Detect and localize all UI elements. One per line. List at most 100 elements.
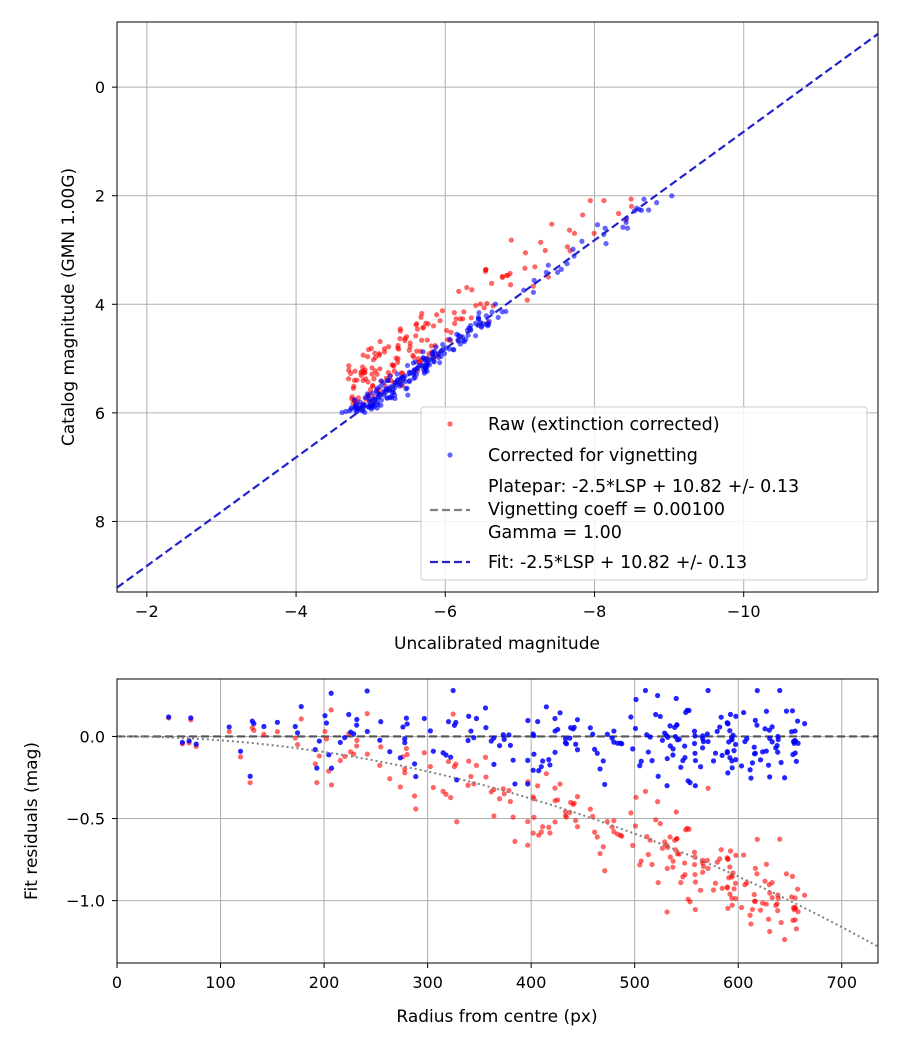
residual-raw-point xyxy=(747,912,753,918)
residual-raw-point xyxy=(552,798,558,804)
raw-point xyxy=(365,354,371,360)
residual-raw-point xyxy=(742,882,748,888)
residual-corrected-point xyxy=(705,687,711,694)
raw-point xyxy=(499,274,506,281)
residual-corrected-point xyxy=(638,758,644,764)
raw-point xyxy=(483,267,489,273)
residual-corrected-point xyxy=(186,738,192,744)
residual-corrected-point xyxy=(792,728,798,734)
residual-raw-point xyxy=(705,865,711,871)
residual-corrected-point xyxy=(789,708,796,714)
residual-corrected-point xyxy=(642,687,649,694)
residual-corrected-point xyxy=(611,728,617,734)
residual-raw-point xyxy=(552,819,558,825)
residual-corrected-point xyxy=(719,752,725,759)
residual-corrected-point xyxy=(468,728,474,734)
corrected-point xyxy=(351,397,358,403)
residual-corrected-point xyxy=(712,750,719,756)
residual-raw-point xyxy=(718,847,724,853)
corrected-point xyxy=(476,316,482,322)
top-ylabel: Catalog magnitude (GMN 1.00G) xyxy=(59,168,79,446)
residual-corrected-point xyxy=(402,736,408,742)
residual-corrected-point xyxy=(730,732,736,738)
residual-corrected-point xyxy=(557,710,563,716)
residual-raw-point xyxy=(397,784,403,790)
raw-point xyxy=(464,284,470,291)
residual-corrected-point xyxy=(294,730,301,736)
top-ticks: −2 −4 −6 −8 −10 0 2 4 6 8 xyxy=(95,78,761,621)
residual-raw-point xyxy=(466,758,472,764)
residual-corrected-point xyxy=(647,734,653,740)
residual-corrected-point xyxy=(632,725,639,732)
residual-corrected-point xyxy=(645,749,651,755)
top-plot-frame xyxy=(116,21,879,593)
residual-raw-point xyxy=(783,871,790,877)
residual-raw-point xyxy=(354,737,360,743)
residual-raw-point xyxy=(752,865,758,871)
corrected-point xyxy=(623,219,629,225)
residual-corrected-point xyxy=(775,733,781,740)
residual-raw-point xyxy=(729,895,735,901)
residual-corrected-point xyxy=(364,728,370,735)
residual-raw-point xyxy=(540,824,546,830)
residual-raw-point xyxy=(673,809,679,815)
residual-raw-point xyxy=(777,836,783,842)
residual-raw-point xyxy=(547,830,553,836)
residual-raw-point xyxy=(633,794,639,800)
raw-point xyxy=(628,203,635,209)
residual-raw-point xyxy=(298,716,304,722)
residual-corrected-point xyxy=(547,762,553,768)
residual-corrected-point xyxy=(354,716,360,723)
residual-corrected-point xyxy=(775,749,781,755)
residual-corrected-point xyxy=(769,724,775,730)
raw-point xyxy=(352,368,358,374)
residual-raw-point xyxy=(574,824,581,830)
residual-corrected-point xyxy=(535,718,541,725)
residual-corrected-point xyxy=(404,721,410,727)
residual-corrected-point xyxy=(525,757,531,763)
residual-raw-point xyxy=(667,854,673,860)
raw-point xyxy=(419,310,425,317)
bottom-ytick-label: −1.0 xyxy=(66,892,105,911)
raw-point xyxy=(381,346,388,352)
raw-point xyxy=(430,323,437,329)
residual-raw-point xyxy=(670,858,676,864)
residual-corrected-point xyxy=(754,687,760,694)
residual-corrected-point xyxy=(546,757,552,763)
residual-corrected-point xyxy=(747,767,753,773)
residual-corrected-point xyxy=(337,739,343,746)
residual-raw-point xyxy=(403,745,409,752)
residual-raw-point xyxy=(699,869,706,875)
residual-raw-point xyxy=(632,823,639,829)
residual-raw-point xyxy=(364,751,370,757)
raw-point xyxy=(507,282,514,288)
corrected-point xyxy=(433,344,439,350)
raw-point xyxy=(424,337,430,343)
raw-point xyxy=(419,337,425,343)
residual-corrected-point xyxy=(732,741,739,748)
residual-corrected-point xyxy=(674,722,680,728)
raw-point xyxy=(369,371,375,377)
residual-raw-point xyxy=(667,834,673,840)
residual-raw-point xyxy=(530,830,536,836)
residual-corrected-point xyxy=(630,746,636,752)
residual-corrected-point xyxy=(590,731,596,737)
corrected-point xyxy=(362,409,368,416)
residual-raw-point xyxy=(247,780,253,786)
residual-corrected-point xyxy=(749,760,756,766)
residual-corrected-point xyxy=(249,718,255,724)
residual-raw-point xyxy=(611,829,617,835)
top-legend: Raw (extinction corrected) Corrected for… xyxy=(420,406,868,581)
residual-corrected-point xyxy=(726,739,732,745)
residual-corrected-point xyxy=(733,713,739,719)
residual-raw-point xyxy=(782,936,788,943)
corrected-point xyxy=(476,310,482,316)
raw-point xyxy=(477,301,483,307)
residual-corrected-point xyxy=(525,781,531,787)
corrected-point xyxy=(362,395,368,401)
residual-corrected-point xyxy=(292,723,298,730)
residual-raw-point xyxy=(724,885,730,891)
residual-corrected-point xyxy=(525,717,531,724)
corrected-point xyxy=(391,392,398,398)
raw-point xyxy=(437,318,443,324)
